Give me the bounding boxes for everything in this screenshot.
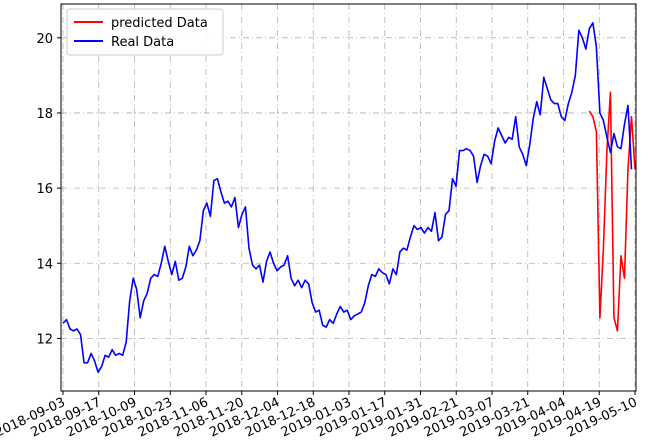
y-tick-label: 20 (36, 32, 53, 47)
y-tick-label: 14 (36, 257, 53, 272)
y-tick-label: 18 (36, 107, 53, 122)
series-line-real (62, 21, 633, 374)
legend: predicted Data Real Data (66, 8, 224, 56)
legend-box (66, 8, 224, 56)
legend-label-predicted: predicted Data (111, 16, 208, 31)
y-tick-label: 16 (36, 182, 53, 197)
plot-frame (60, 3, 637, 392)
y-axis: 12 14 16 18 20 (36, 32, 61, 347)
series-layer (62, 21, 636, 374)
y-tick-label: 12 (36, 332, 53, 347)
x-axis: 2018-09-032018-09-172018-10-092018-10-23… (0, 391, 640, 441)
series-line-predicted (588, 91, 636, 332)
grid (61, 4, 636, 391)
legend-label-real: Real Data (111, 35, 174, 50)
